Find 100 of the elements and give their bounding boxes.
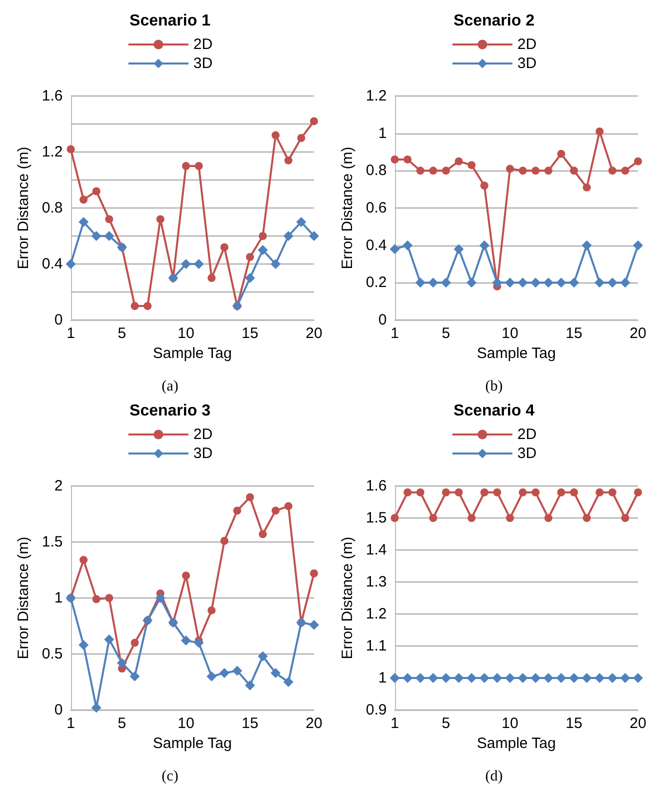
text: (a) [162,378,178,394]
x-tick-label: 1 [390,715,399,732]
x-axis-title: Sample Tag [152,734,232,752]
y-tick-label: 0.8 [366,162,387,180]
point [182,572,190,580]
point [116,658,127,668]
point [258,530,267,538]
point [246,253,254,261]
legend-label: 2D [193,36,213,53]
point [428,673,438,683]
point [633,673,643,683]
y-tick-label: 1.6 [366,478,387,494]
point [104,634,114,644]
x-tick-label: 20 [630,325,646,342]
point [92,595,100,604]
point [309,231,319,241]
point [568,673,579,683]
point [440,278,451,288]
point [144,302,152,310]
point [633,240,643,250]
y-tick-label: 1.4 [366,542,387,558]
x-tick-label: 5 [118,325,126,342]
point [532,166,540,175]
point [220,243,228,252]
point [504,673,515,683]
point [466,278,477,288]
point [91,702,102,713]
point [390,514,399,522]
point [492,673,502,683]
point [596,488,604,496]
point [402,240,413,250]
x-axis-title: Sample Tag [152,344,232,362]
point [556,278,566,288]
point [543,278,554,288]
point [416,166,424,175]
chart-title: Scenario 2 [454,12,535,30]
point [621,166,630,175]
point [620,673,630,683]
point [270,668,281,678]
point [390,155,399,164]
x-tick-label: 20 [306,715,322,732]
legend-label: 3D [193,445,213,462]
point [454,488,463,496]
point [105,594,114,602]
point [594,673,605,683]
point [78,640,89,650]
chart-title: Scenario 1 [130,12,211,30]
point [468,161,476,170]
y-tick-label: 1.5 [366,510,387,526]
point [105,215,114,224]
y-tick-label: 0.8 [42,200,63,216]
point [568,278,579,288]
point [492,278,502,288]
text: (d) [485,768,503,784]
x-tick-label: 15 [566,325,582,342]
point [416,488,424,496]
point [556,673,566,683]
point [104,231,114,241]
y-tick-label: 0 [54,312,63,328]
point [155,593,166,603]
point [208,606,216,614]
point [284,502,292,510]
y-axis-title: Error Distance (m) [15,146,32,270]
point [297,134,306,142]
point [246,493,254,502]
x-tick-label: 15 [242,325,258,342]
point [607,673,618,683]
y-axis-title: Error Distance (m) [339,146,356,270]
point [620,278,630,288]
point [570,166,578,175]
y-tick-label: 1.1 [366,638,387,654]
y-tick-label: 0 [54,702,63,718]
point [194,162,203,170]
y-tick-label: 0 [378,312,387,328]
point [310,117,318,126]
point [272,131,280,140]
point [479,673,490,683]
point [415,278,426,288]
point [506,164,514,173]
point [182,162,190,170]
point [634,157,642,166]
point [415,673,426,683]
legend-label: 2D [517,36,537,53]
point [206,671,217,682]
y-tick-label: 1 [378,670,387,686]
x-tick-label: 15 [242,715,258,732]
point [272,506,280,515]
point [544,514,552,522]
x-tick-label: 10 [502,715,518,732]
x-tick-label: 10 [178,325,194,342]
point [582,514,591,522]
point [582,183,591,192]
legend-label: 3D [517,55,537,72]
x-tick-label: 1 [390,325,399,342]
y-tick-label: 2 [54,478,63,494]
y-axis-title: Error Distance (m) [339,536,356,660]
x-tick-label: 1 [66,715,75,732]
point [130,302,139,310]
point [244,273,255,283]
point [156,215,164,224]
